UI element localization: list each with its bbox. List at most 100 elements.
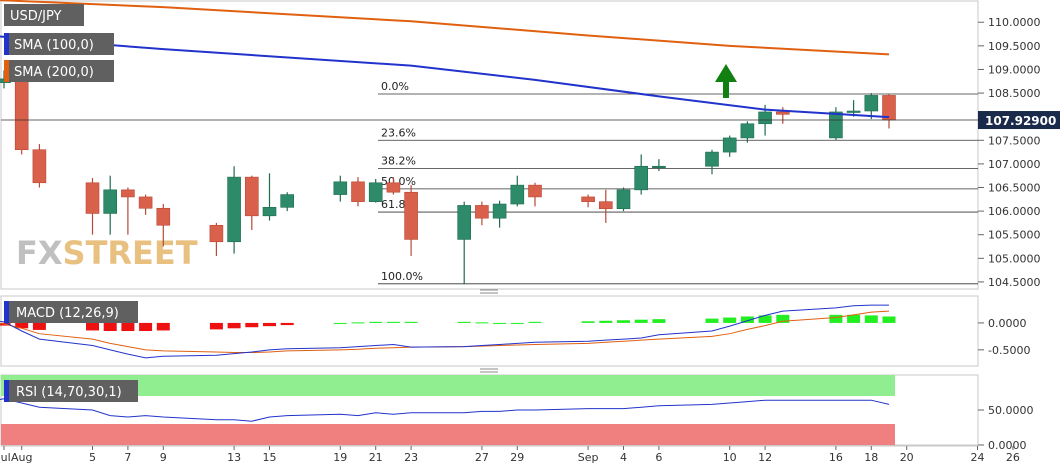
candle-body (652, 165, 666, 169)
candle-body (740, 123, 755, 139)
macd-bar (617, 320, 630, 323)
macd-bar (457, 321, 471, 323)
macd-bar (776, 314, 790, 323)
date-tick-label: 19 (333, 451, 347, 464)
fib-label: 23.6% (381, 126, 416, 139)
candle-body (227, 176, 241, 243)
date-tick-label: 6 (655, 451, 662, 464)
svg-text:RSI (14,70,30,1): RSI (14,70,30,1) (16, 385, 122, 400)
macd-bar (493, 322, 507, 324)
candles (0, 70, 896, 285)
date-tick-label: 12 (758, 451, 772, 464)
sma-200-path (0, 0, 890, 56)
rsi-path (0, 398, 890, 422)
macd-bar (882, 316, 896, 323)
current-price-text: 107.92900 (985, 114, 1056, 128)
macd-bar (351, 322, 365, 324)
date-tick-label: 16 (829, 451, 843, 464)
sma-100-line (0, 35, 890, 119)
symbol-label[interactable]: USD/JPY (4, 4, 84, 26)
macd-bar (634, 319, 648, 323)
candle-body (864, 95, 879, 112)
rsi-legend[interactable]: RSI (14,70,30,1) (4, 380, 138, 402)
macd-tick-label: -0.5000 (988, 344, 1030, 357)
macd-bar (652, 319, 666, 323)
macd-bar (32, 322, 46, 330)
candle-body (510, 184, 525, 205)
candle-body (85, 182, 100, 214)
candle-body (705, 151, 719, 167)
macd-resize-handle[interactable] (480, 289, 498, 294)
date-tick-label: 20 (900, 451, 914, 464)
macd-bar (86, 322, 99, 331)
macd-bar (103, 322, 117, 331)
date-tick-label: Sep (578, 451, 599, 464)
candle-body (262, 207, 277, 217)
macd-lines (0, 304, 890, 359)
sma-200-line (0, 0, 890, 56)
current-price-badge (978, 111, 1060, 130)
candle-body (758, 111, 772, 125)
date-tick-label: 10 (723, 451, 737, 464)
macd-bar (245, 322, 259, 328)
rsi-resize-handle[interactable] (480, 368, 498, 373)
candle-body (404, 191, 418, 240)
date-tick-label: 7 (124, 451, 131, 464)
svg-text:MACD (12,26,9): MACD (12,26,9) (16, 306, 119, 321)
price-tick-label: 105.0000 (988, 252, 1041, 265)
macd-bar (280, 322, 294, 326)
fib-label: 0.0% (381, 80, 409, 93)
macd-bar (829, 314, 843, 323)
date-tick-label: 24 (971, 451, 985, 464)
candle-body (14, 78, 29, 151)
candle-body (775, 111, 790, 115)
macd-bar (386, 321, 400, 323)
macd-bar (475, 322, 489, 324)
macd-main-line (0, 304, 889, 359)
candle-body (351, 181, 365, 202)
candle-body (634, 165, 649, 191)
date-tick-label: 29 (510, 451, 524, 464)
svg-text:SMA (200,0): SMA (200,0) (14, 65, 94, 80)
fib-label: 100.0% (381, 270, 423, 283)
macd-bar (121, 322, 135, 331)
date-tick-label: 18 (864, 451, 878, 464)
rsi-tick-label: 50.0000 (988, 404, 1034, 417)
date-axis: JulAug 5 7 9 13 15 19 21 23 27 29 Sep 4 6 10 12 16 18 20 24… (0, 445, 1020, 464)
date-tick-label: 15 (263, 451, 277, 464)
macd-bar (333, 322, 347, 324)
candle-body (492, 203, 507, 219)
candle-body (209, 224, 224, 243)
macd-bar (139, 322, 153, 331)
rsi-tick-label: 0.0000 (988, 439, 1027, 452)
svg-text:USD/JPY: USD/JPY (10, 9, 62, 24)
candle-body (598, 201, 613, 210)
rsi-axis: 50.0000 0.0000 (978, 404, 1034, 452)
rsi-overbought-zone (1, 375, 895, 396)
macd-legend[interactable]: MACD (12,26,9) (4, 301, 138, 323)
macd-bar (758, 315, 772, 323)
sma-200-legend[interactable]: SMA (200,0) (4, 60, 114, 82)
macd-bar (209, 322, 223, 330)
up-arrow-icon (715, 64, 737, 98)
date-tick-label: 21 (369, 451, 383, 464)
candle-body (368, 182, 383, 202)
macd-bar (528, 321, 542, 323)
macd-bar (740, 316, 754, 323)
rsi-oversold-zone (1, 424, 895, 445)
macd-bar (705, 318, 719, 323)
macd-bar (15, 322, 29, 329)
candle-body (616, 189, 631, 210)
candle-body (829, 111, 843, 139)
macd-bar (723, 317, 737, 323)
candle-body (528, 184, 542, 198)
price-tick-label: 108.5000 (988, 87, 1041, 100)
macd-bar (156, 322, 170, 331)
sma-100-legend[interactable]: SMA (100,0) (4, 33, 114, 55)
macd-bar (864, 315, 878, 323)
candle-body (121, 189, 135, 198)
date-tick-label: Jul (0, 451, 11, 464)
macd-bar (404, 321, 418, 323)
candle-body (156, 207, 171, 226)
